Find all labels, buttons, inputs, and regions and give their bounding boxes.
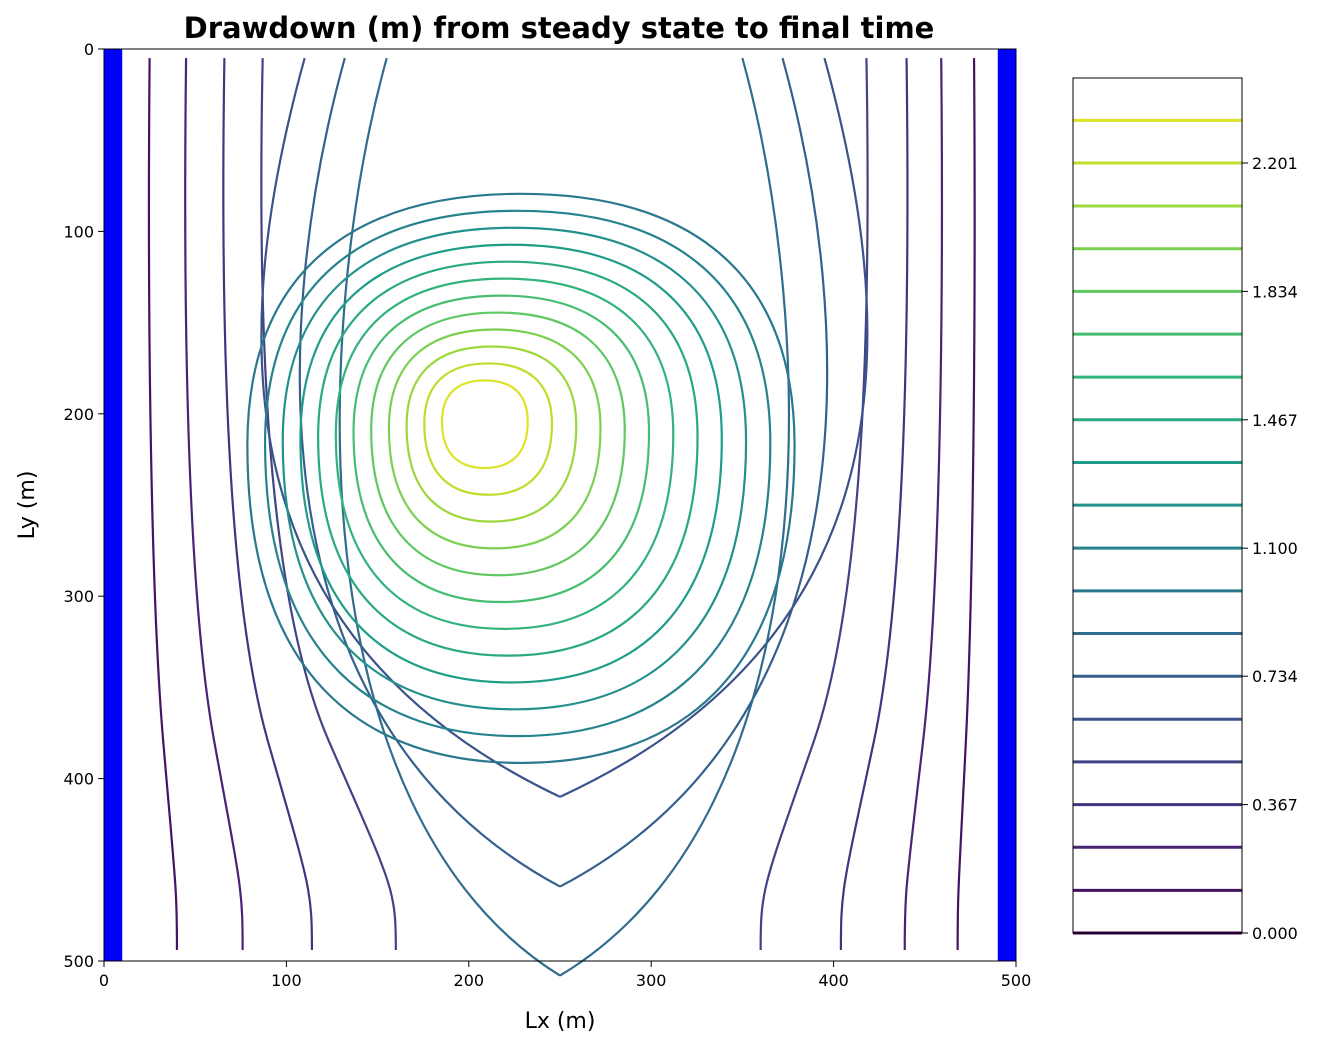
- contour-line-right-2: [839, 58, 909, 951]
- x-tick-label: 400: [818, 971, 849, 990]
- y-tick-label: 0: [84, 40, 94, 59]
- y-tick-label: 400: [63, 770, 94, 789]
- contour-ring: [405, 345, 578, 523]
- contour-ring: [387, 328, 602, 550]
- contour-ring: [334, 277, 675, 630]
- colorbar-tick-label: 2.201: [1252, 154, 1298, 173]
- contour-ring: [440, 379, 529, 470]
- colorbar-tick-label: 1.467: [1252, 411, 1298, 430]
- contour-line-right-6: [559, 57, 790, 977]
- contour-ring: [423, 362, 554, 496]
- contour-ring: [263, 209, 772, 738]
- colorbar: 0.000 0.367 0.734 1.100 1.467 1.834 2.201: [1072, 77, 1298, 943]
- x-tick-label: 100: [271, 971, 302, 990]
- colorbar-tick-label: 1.100: [1252, 539, 1298, 558]
- chart-title: Drawdown (m) from steady state to final …: [184, 11, 935, 45]
- contour-line-right-3: [759, 58, 869, 951]
- y-tick-label: 100: [63, 222, 94, 241]
- contour-line-right-0: [956, 58, 976, 951]
- colorbar-tick-label: 1.834: [1252, 282, 1298, 301]
- colorbar-tick-label: 0.000: [1252, 924, 1298, 943]
- x-tick-label: 200: [454, 971, 485, 990]
- y-tick-label: 500: [63, 952, 94, 971]
- contour-ring: [281, 226, 748, 711]
- contour-line-right-1: [903, 58, 944, 951]
- contour-lines: [147, 57, 976, 977]
- y-tick-label: 200: [63, 405, 94, 424]
- left-boundary: [104, 49, 123, 961]
- x-axis-ticks: 0 100 200 300 400 500: [99, 961, 1031, 990]
- contour-ring: [352, 294, 651, 604]
- contour-line-left-3: [260, 58, 397, 951]
- colorbar-tick-label: 0.367: [1252, 796, 1298, 815]
- plot-frame: [103, 48, 1017, 962]
- contour-line-left-5: [298, 57, 561, 888]
- contour-line-left-4: [260, 57, 561, 798]
- y-axis-ticks: 0 100 200 300 400 500: [63, 40, 104, 971]
- x-tick-label: 500: [1001, 971, 1032, 990]
- contour-line-left-1: [184, 58, 244, 951]
- right-boundary: [997, 49, 1016, 961]
- contour-line-right-5: [559, 57, 829, 888]
- colorbar-ticks: 0.000 0.367 0.734 1.100 1.467 1.834 2.201: [1242, 154, 1298, 943]
- contour-line-right-4: [559, 57, 869, 798]
- contour-line-left-0: [147, 58, 179, 951]
- contour-line-left-6: [338, 57, 561, 977]
- contour-ring: [370, 311, 626, 577]
- x-tick-label: 0: [99, 971, 109, 990]
- x-tick-label: 300: [636, 971, 667, 990]
- colorbar-frame: [1072, 77, 1243, 934]
- x-axis-label: Lx (m): [525, 1009, 596, 1034]
- colorbar-tick-label: 0.734: [1252, 667, 1298, 686]
- y-tick-label: 300: [63, 587, 94, 606]
- colorbar-level-lines: [1073, 118, 1242, 935]
- contour-ring: [246, 192, 796, 765]
- plot-area: [103, 48, 1017, 977]
- contour-line-left-2: [222, 58, 314, 951]
- y-axis-label: Ly (m): [15, 471, 40, 540]
- contour-ring: [299, 243, 723, 684]
- contour-ring: [317, 260, 699, 657]
